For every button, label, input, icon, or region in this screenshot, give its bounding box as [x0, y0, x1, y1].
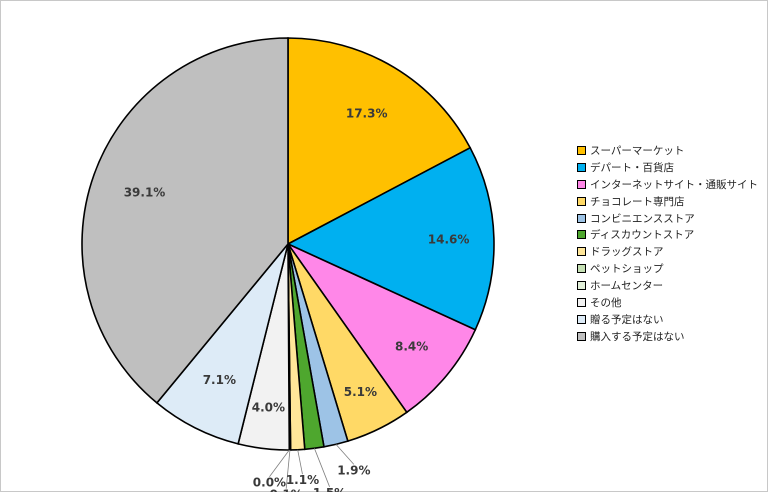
- legend-swatch: [577, 145, 586, 155]
- legend-item-3: インターネットサイト・通販サイト: [577, 176, 767, 193]
- legend-swatch: [577, 281, 586, 291]
- legend-label: ペットショップ: [590, 263, 664, 276]
- legend-swatch: [577, 162, 586, 172]
- data-label-1: 17.3%: [346, 106, 388, 120]
- legend-label: ドラッグストア: [590, 246, 664, 259]
- legend-item-7: ドラッグストア: [577, 243, 767, 260]
- legend-item-12: 購入する予定はない: [577, 328, 767, 345]
- legend-swatch: [577, 179, 586, 189]
- pie-slice-2: [286, 146, 495, 331]
- legend-item-6: ディスカウントストア: [577, 226, 767, 243]
- leader-line-7: [297, 449, 303, 475]
- data-label-4: 5.1%: [344, 385, 377, 399]
- pie-slice-12: [81, 37, 289, 405]
- leader-line-8: [285, 449, 291, 489]
- leader-line-6: [314, 448, 330, 487]
- legend-label: その他: [590, 296, 622, 309]
- legend-item-8: ペットショップ: [577, 260, 767, 277]
- legend-item-2: デパート・百貨店: [577, 159, 767, 176]
- legend-swatch: [577, 314, 586, 324]
- data-label-12: 39.1%: [124, 185, 166, 199]
- legend-swatch: [577, 331, 586, 341]
- legend-item-11: 贈る予定はない: [577, 311, 767, 328]
- legend-label: チョコレート専門店: [590, 195, 685, 208]
- legend-label: 贈る予定はない: [590, 313, 664, 326]
- legend-label: スーパーマーケット: [590, 144, 685, 157]
- legend-swatch: [577, 213, 586, 223]
- legend-swatch: [577, 297, 586, 307]
- leader-line-9: [269, 449, 290, 477]
- data-label-6: 1.5%: [313, 486, 346, 492]
- legend-label: コンビニエンスストア: [590, 212, 695, 225]
- legend-label: インターネットサイト・通販サイト: [590, 178, 758, 191]
- data-label-3: 8.4%: [395, 340, 428, 354]
- legend: スーパーマーケット デパート・百貨店インターネットサイト・通販サイト チョコレート専…: [577, 142, 767, 345]
- data-label-11: 7.1%: [203, 373, 236, 387]
- data-label-8: 0.1%: [270, 488, 303, 492]
- pie-slice-1: [287, 37, 472, 246]
- legend-label: デパート・百貨店: [590, 161, 674, 174]
- data-label-5: 1.9%: [337, 463, 370, 477]
- legend-item-1: スーパーマーケット: [577, 142, 767, 159]
- data-label-2: 14.6%: [428, 232, 470, 246]
- legend-swatch: [577, 230, 586, 240]
- pie-slice-3: [285, 242, 477, 414]
- leader-line-5: [335, 444, 355, 465]
- legend-item-9: ホームセンター: [577, 277, 767, 294]
- legend-item-5: コンビニエンスストア: [577, 210, 767, 227]
- data-label-9: 0.0%: [253, 476, 286, 490]
- data-label-10: 4.0%: [252, 401, 285, 415]
- legend-swatch: [577, 247, 586, 257]
- legend-swatch: [577, 196, 586, 206]
- legend-swatch: [577, 264, 586, 274]
- legend-label: 購入する予定はない: [590, 330, 685, 343]
- legend-item-10: その他: [577, 294, 767, 311]
- data-label-7: 1.1%: [286, 473, 319, 487]
- legend-label: ホームセンター: [590, 280, 664, 293]
- legend-label: ディスカウントストア: [590, 229, 695, 242]
- legend-item-4: チョコレート専門店: [577, 193, 767, 210]
